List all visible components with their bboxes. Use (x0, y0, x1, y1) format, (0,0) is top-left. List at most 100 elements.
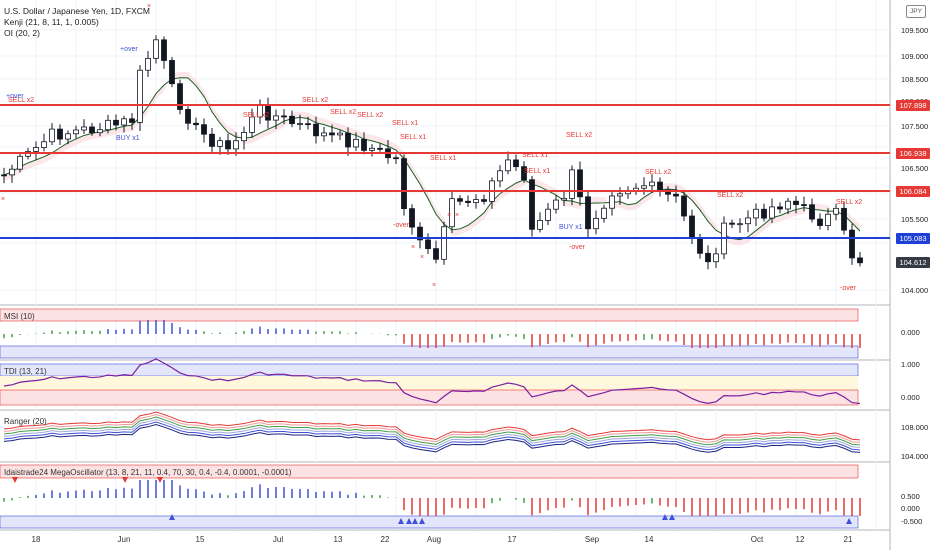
candle-body (121, 118, 127, 126)
candle-body (841, 207, 847, 231)
mega-pane-label[interactable]: Idaistrade24 MegaOscillator (13, 8, 21, … (4, 468, 292, 477)
candle-body (289, 115, 295, 125)
date-tick: 15 (195, 535, 205, 544)
candle-body (609, 195, 615, 209)
overbought-label: +over (6, 93, 24, 100)
date-tick: Jul (272, 535, 284, 544)
candle-body (409, 208, 415, 228)
resistance-price-tag: 106.938 (896, 148, 930, 159)
candle-body (209, 133, 215, 147)
candle-body (473, 199, 479, 203)
candle-body (273, 115, 279, 121)
sell-signal-label: SELL x2 (717, 192, 744, 199)
date-tick: 14 (644, 535, 654, 544)
candle-body (857, 257, 863, 264)
indicator-kenji-label[interactable]: Kenji (21, 8, 11, 1, 0.005) (4, 17, 99, 27)
mega-axis-tick: 0.500 (901, 492, 920, 501)
candle-body (537, 220, 543, 230)
candle-body (193, 122, 199, 126)
mega-axis-tick: 0.000 (901, 504, 920, 513)
x-marker-icon: × (420, 254, 425, 261)
candle-body (217, 140, 223, 147)
msi-pane-label[interactable]: MSI (10) (4, 312, 35, 321)
oversold-label: -over (569, 244, 585, 251)
sell-signal-label: SELL x2 (243, 112, 270, 119)
date-tick: 17 (507, 535, 517, 544)
candle-body (417, 226, 423, 241)
candle-body (57, 128, 63, 140)
buy-triangle-icon (412, 518, 418, 524)
candle-body (337, 132, 343, 136)
candle-body (33, 147, 39, 152)
candle-body (833, 207, 839, 215)
ranger-pane-label[interactable]: Ranger (20) (4, 417, 47, 426)
x-marker-icon: × (447, 212, 452, 219)
currency-badge[interactable]: JPY (906, 5, 926, 18)
candle-body (801, 204, 807, 206)
candle-body (81, 126, 87, 131)
candle-body (713, 253, 719, 263)
candle-body (281, 115, 287, 118)
candle-body (113, 119, 119, 126)
candle-body (481, 199, 487, 202)
tdi-lower-band (0, 389, 859, 406)
tdi-mid-band (0, 376, 858, 390)
x-marker-icon: × (455, 212, 460, 219)
candle-body (425, 239, 431, 250)
buy-triangle-icon (169, 514, 175, 520)
indicator-oi-label[interactable]: OI (20, 2) (4, 28, 40, 38)
date-tick: 21 (843, 535, 853, 544)
candle-body (41, 141, 47, 148)
ranger-line (3, 421, 861, 451)
candle-body (321, 132, 327, 137)
oversold-label: -over (393, 222, 409, 229)
candle-body (377, 147, 383, 150)
candle-body (441, 226, 447, 260)
x-marker-icon: × (411, 244, 416, 251)
candle-body (105, 119, 111, 131)
candle-body (1, 174, 7, 177)
candle-body (361, 138, 367, 151)
buy-triangle-icon (398, 518, 404, 524)
candle-body (601, 207, 607, 219)
candle-body (553, 199, 559, 210)
candle-body (297, 123, 303, 126)
candle-body (513, 159, 519, 168)
price-tick: 106.500 (901, 164, 929, 173)
mega-upper-band (0, 464, 859, 479)
candle-body (617, 193, 623, 197)
msi-lower-band (0, 345, 859, 359)
date-tick: 12 (795, 535, 805, 544)
candle-body (729, 222, 735, 225)
candle-body (393, 157, 399, 160)
candle-body (465, 200, 471, 203)
sell-triangle-icon (122, 477, 128, 483)
price-tick: 109.500 (901, 26, 929, 35)
date-tick: Sep (584, 535, 600, 544)
candle-body (145, 57, 151, 71)
candle-body (577, 169, 583, 198)
msi-axis-tick: 0.000 (901, 328, 920, 337)
candle-body (817, 218, 823, 226)
kenji-ma-line (3, 77, 861, 241)
candle-body (793, 200, 799, 205)
sell-triangle-icon (157, 477, 163, 483)
ma-band (4, 71, 860, 246)
candle-body (345, 132, 351, 148)
candle-body (545, 208, 551, 221)
candle-body (225, 140, 231, 150)
price-tick: 108.500 (901, 75, 929, 84)
candle-body (329, 132, 335, 136)
candle-body (529, 179, 535, 230)
candle-body (697, 237, 703, 254)
ranger-axis-tick: 104.000 (901, 452, 929, 461)
last-price-tag: 104.612 (896, 257, 930, 268)
tdi-pane-label[interactable]: TDI (13, 21) (4, 367, 47, 376)
x-marker-icon: × (147, 3, 152, 10)
candle-body (761, 208, 767, 219)
candle-body (825, 213, 831, 226)
candle-body (129, 118, 135, 123)
date-tick: 13 (333, 535, 343, 544)
sell-signal-label: SELL x1 (522, 152, 549, 159)
